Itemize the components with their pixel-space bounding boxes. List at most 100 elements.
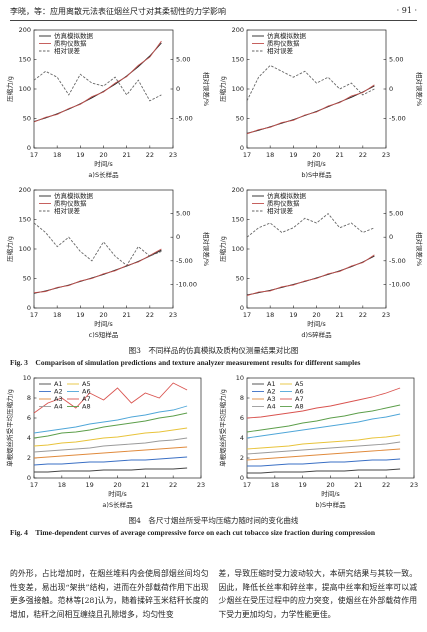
y-tick-label: 0 [27,474,31,482]
y-axis-label: 压缩力/g [218,76,227,102]
y-tick-label: 0 [240,144,244,152]
x-tick-label: 21 [336,151,344,159]
data-line [246,441,401,455]
legend-label: A7 [295,395,304,403]
data-line [246,404,401,433]
x-tick-label: 20 [113,481,121,489]
legend-label: 质构仪数据 [54,199,87,208]
y-axis-label: 压缩力/g [5,236,14,262]
x-axis-label: 时间/s [307,159,326,168]
legend-label: 仿真模拟数据 [54,31,94,40]
y-axis-label: 压缩力/g [218,236,227,262]
y-tick-label: 150 [19,216,31,224]
y-tick-label: 150 [232,216,244,224]
y-tick-label: 150 [19,56,31,64]
y-tick-label: 0 [27,144,31,152]
x-tick-label: 22 [359,311,367,319]
data-line [33,249,162,294]
x-tick-label: 21 [123,311,131,319]
x-tick-label: 18 [266,151,274,159]
x-tick-label: 17 [30,151,38,159]
data-line [247,458,401,467]
y-tick-label: 2 [27,454,31,462]
y2-tick-label: -10.00 [389,280,410,288]
y2-tick-label: -5.00 [389,257,406,265]
subfigure-caption: c)S短样品 [89,330,119,339]
y-tick-label: 150 [232,56,244,64]
x-axis-label: 时间/s [321,489,340,498]
legend-label: A1 [267,380,276,388]
x-tick-label: 18 [271,481,279,489]
legend-label: 相对误差 [54,46,81,55]
y2-tick-label: 5.00 [176,210,190,218]
y-tick-label: 50 [23,275,31,283]
subfigure-caption: a)S长样品 [102,500,132,509]
data-line [33,405,188,434]
subfigure-caption: d)S碎样品 [301,330,331,339]
data-line [34,467,188,473]
y-tick-label: 100 [19,245,31,253]
x-tick-label: 23 [169,311,177,319]
x-tick-label: 20 [312,151,320,159]
legend-label: 相对误差 [54,206,81,215]
x-tick-label: 22 [169,481,177,489]
data-line [33,40,162,123]
y-tick-label: 10 [23,374,31,382]
x-tick-label: 23 [382,311,390,319]
data-line [33,70,162,102]
x-tick-label: 19 [289,311,297,319]
x-axis-label: 时间/s [108,489,127,498]
x-tick-label: 17 [243,481,251,489]
x-tick-label: 17 [243,151,251,159]
data-line [246,212,375,238]
subfigure-caption: a)S长样品 [88,170,118,179]
y-tick-label: 6 [27,414,31,422]
paragraph: 的外形，占比增加时，在烟丝堆料内会使局部烟丝间均匀性变差，易出现“架拱”结构，进… [10,569,209,619]
x-axis-label: 时间/s [94,159,113,168]
data-line [33,446,188,459]
x-tick-label: 20 [99,151,107,159]
y-tick-label: 4 [27,434,31,442]
x-tick-label: 23 [382,151,390,159]
x-tick-label: 22 [146,151,154,159]
y-tick-label: 100 [19,85,31,93]
x-tick-label: 19 [86,481,94,489]
legend-label: A2 [54,388,63,396]
y-tick-label: 50 [236,275,244,283]
y-tick-label: 2 [240,454,244,462]
x-axis-label: 时间/s [94,319,113,328]
running-header: 李晓，等：应用离散元法表征烟丝尺寸对其柔韧性的力学影响 · 91 · [10,6,417,21]
y-tick-label: 100 [232,245,244,253]
subfigure-caption: b)S中样品 [301,170,331,179]
x-tick-label: 18 [266,311,274,319]
legend-label: A1 [54,380,63,388]
x-tick-label: 19 [76,151,84,159]
x-tick-label: 18 [53,151,61,159]
y-tick-label: 6 [240,414,244,422]
legend-label: 质构仪数据 [267,39,300,48]
legend-label: A4 [267,403,276,411]
paragraph: 差，导致压缩时受力波动较大，本研究结果与其较一致。因此，降低长丝率和碎丝率，提高… [218,569,418,619]
data-line [246,254,375,297]
x-tick-label: 19 [289,151,297,159]
y-tick-label: 0 [240,304,244,312]
x-tick-label: 23 [169,151,177,159]
x-tick-label: 19 [76,311,84,319]
legend-label: A7 [82,395,91,403]
legend-label: 质构仪数据 [54,39,87,48]
y-tick-label: 8 [27,394,31,402]
y2-axis-label: 相对误差/% [202,232,211,266]
figure-caption-en: Fig. 4 Time-dependent curves of average … [10,528,376,537]
y-tick-label: 200 [232,186,244,194]
y2-tick-label: -5.00 [176,115,193,123]
data-line [33,456,188,466]
figure-caption: 图3 不同样品的仿真模拟及质构仪测量结果对比图 [128,346,299,355]
data-line [247,468,401,474]
x-tick-label: 17 [30,481,38,489]
y-axis-label: 单根烟丝所受平均压缩力/g [5,389,14,467]
data-line [246,434,401,450]
legend-label: A3 [267,395,276,403]
x-tick-label: 23 [197,481,205,489]
y2-tick-label: 5.00 [389,56,403,64]
